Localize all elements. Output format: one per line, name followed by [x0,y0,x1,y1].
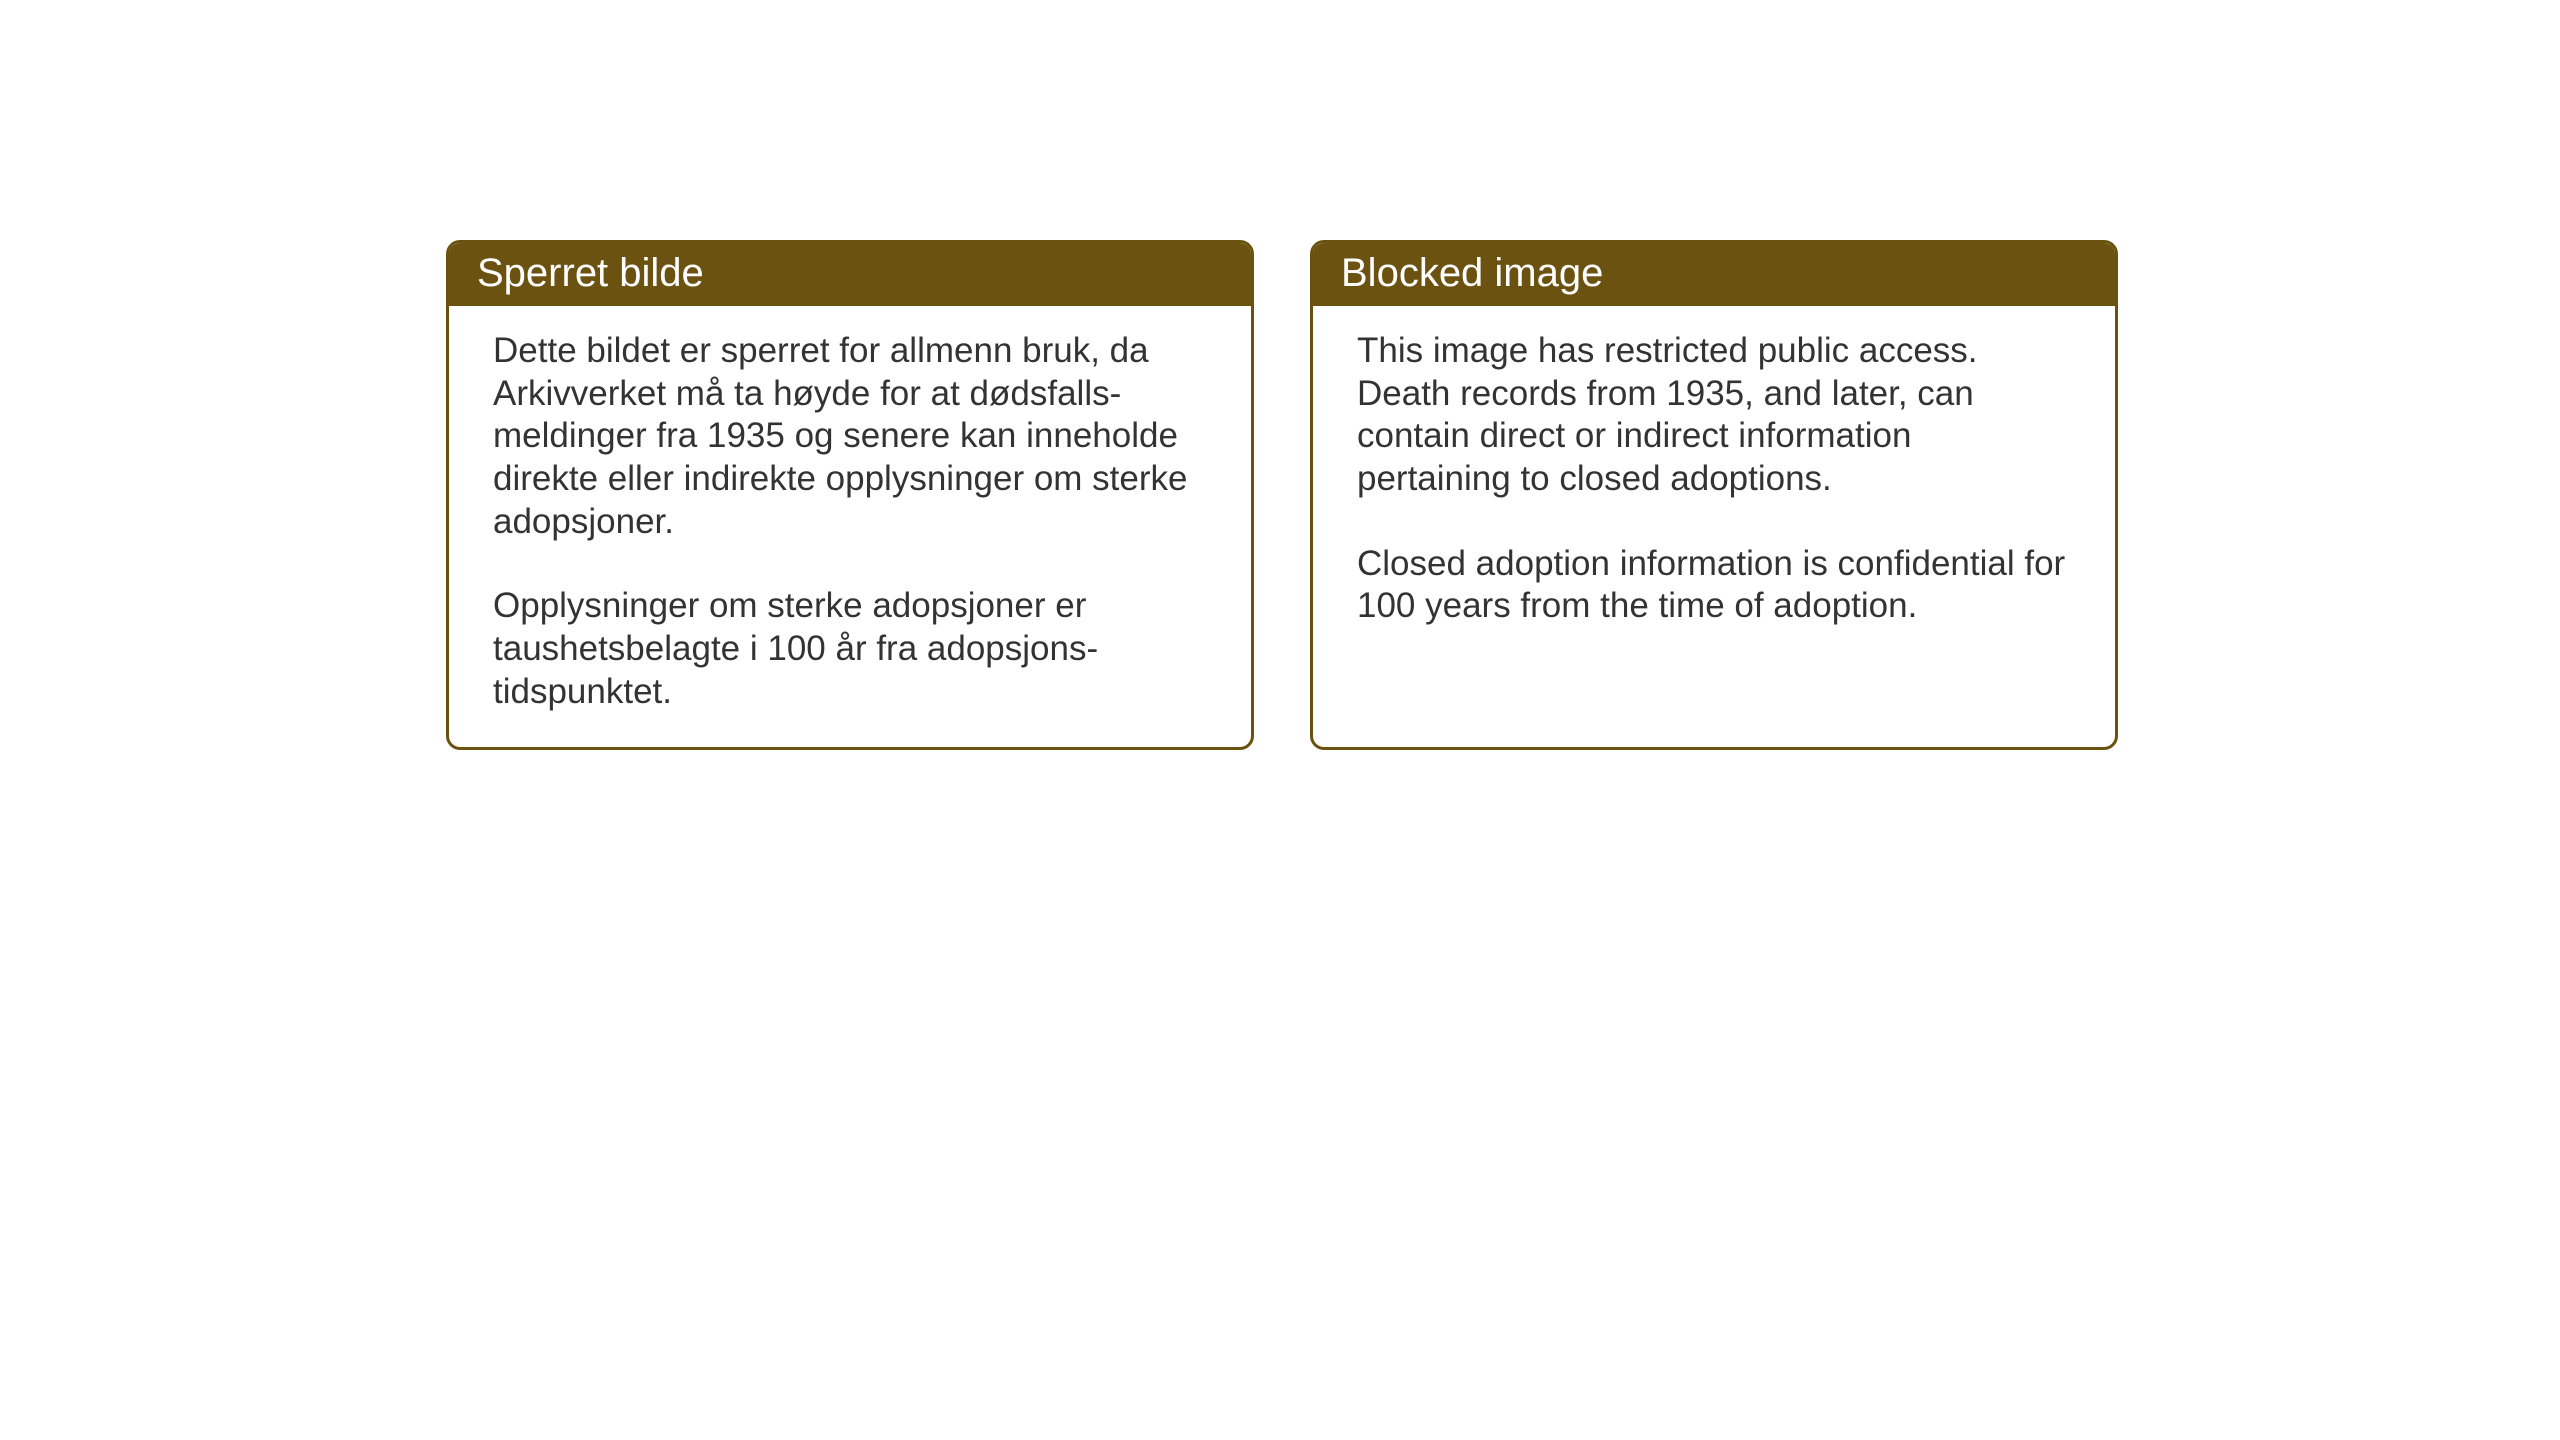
norwegian-card-header: Sperret bilde [449,243,1251,306]
english-card: Blocked image This image has restricted … [1310,240,2118,750]
norwegian-paragraph-2: Opplysninger om sterke adopsjoner er tau… [493,585,1207,713]
english-paragraph-2: Closed adoption information is confident… [1357,543,2071,628]
norwegian-card: Sperret bilde Dette bildet er sperret fo… [446,240,1254,750]
english-card-header: Blocked image [1313,243,2115,306]
norwegian-card-body: Dette bildet er sperret for allmenn bruk… [449,306,1251,746]
norwegian-card-title: Sperret bilde [477,251,704,295]
english-card-title: Blocked image [1341,251,1603,295]
cards-container: Sperret bilde Dette bildet er sperret fo… [446,240,2118,750]
english-card-body: This image has restricted public access.… [1313,306,2115,660]
norwegian-paragraph-1: Dette bildet er sperret for allmenn bruk… [493,330,1207,543]
english-paragraph-1: This image has restricted public access.… [1357,330,2071,501]
